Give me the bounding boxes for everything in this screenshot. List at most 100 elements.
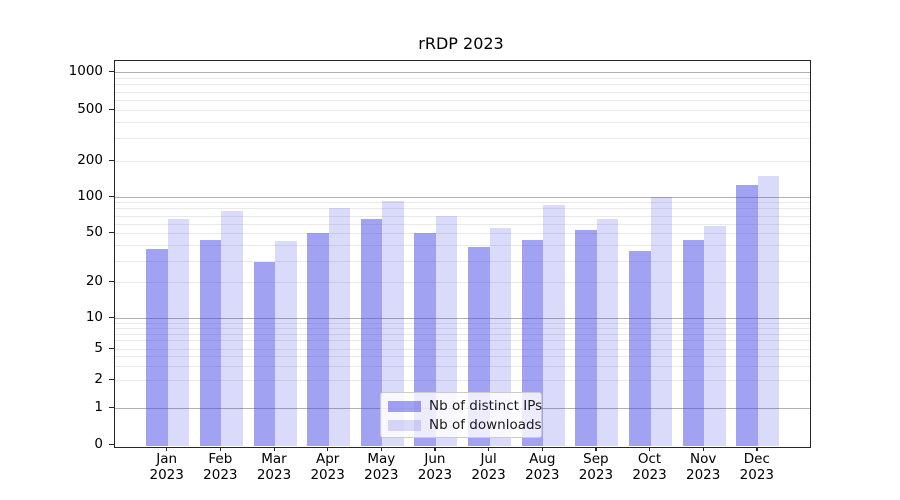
bar-jun-nb-of-downloads [435,215,458,447]
y-tick-mark-1 [109,407,114,409]
gridline-minor-9 [114,322,810,324]
gridline-minor-2 [114,380,810,381]
gridline-minor-700 [114,91,810,93]
x-tick-label-mar: Mar 2023 [256,451,292,483]
x-tick-mark-apr [327,446,329,451]
y-tick-label-500: 500 [77,101,103,117]
x-tick-mark-dec [756,446,758,451]
legend-label-nb-of-distinct-ips: Nb of distinct IPs [429,397,543,414]
y-tick-label-5: 5 [94,339,103,356]
y-tick-mark-500 [109,109,114,111]
x-tick-mark-oct [649,446,651,451]
x-tick-mark-aug [541,446,543,451]
x-tick-mark-jun [434,446,436,451]
legend-swatch-nb-of-downloads [388,419,421,431]
gridline-minor-5 [114,348,810,350]
gridline-minor-200 [114,160,810,162]
gridline-minor-800 [114,84,810,86]
y-tick-mark-200 [109,159,114,161]
y-tick-mark-20 [109,281,114,283]
bar-nov-nb-of-downloads [704,226,726,447]
x-tick-mark-jan [166,446,168,451]
y-tick-label-1: 1 [94,399,103,415]
y-tick-label-1000: 1000 [68,63,103,79]
bar-oct-nb-of-downloads [650,196,673,447]
y-tick-label-50: 50 [85,224,103,241]
gridline-major-10 [114,318,810,319]
bar-nov-nb-of-distinct-ips [682,240,705,447]
gridline-minor-400 [114,122,810,124]
bar-sep-nb-of-downloads [596,219,619,447]
bar-dec-nb-of-distinct-ips [736,185,758,447]
gridline-minor-20 [114,282,810,284]
y-tick-mark-100 [109,195,114,197]
y-tick-mark-2 [109,379,114,381]
gridline-minor-90 [114,202,810,204]
gridline-minor-6 [114,340,810,342]
x-tick-label-jun: Jun 2023 [417,451,453,483]
bar-apr-nb-of-downloads [328,208,351,447]
legend-item-nb-of-distinct-ips: Nb of distinct IPs [388,397,542,416]
gridline-minor-30 [114,260,810,262]
y-tick-mark-1000 [109,71,114,73]
bar-may-nb-of-distinct-ips [360,219,383,447]
y-tick-label-200: 200 [77,151,103,168]
gridline-minor-40 [114,245,810,247]
bar-oct-nb-of-distinct-ips [629,250,651,447]
y-tick-label-100: 100 [77,187,103,204]
gridline-minor-3 [114,366,810,368]
y-tick-label-0: 0 [94,436,103,452]
y-tick-label-2: 2 [94,371,103,387]
legend-swatch-nb-of-distinct-ips [388,400,421,412]
gridline-minor-500 [114,110,810,111]
y-tick-label-10: 10 [85,309,103,325]
x-tick-mark-nov [702,446,704,451]
y-tick-mark-5 [109,347,114,349]
bar-mar-nb-of-distinct-ips [253,262,275,447]
y-tick-label-20: 20 [85,273,103,290]
bar-jan-nb-of-distinct-ips [146,249,168,447]
bar-sep-nb-of-distinct-ips [575,230,597,447]
x-tick-mark-may [380,446,382,451]
gridline-minor-50 [114,233,810,235]
bar-feb-nb-of-distinct-ips [199,240,222,447]
gridline-minor-70 [114,215,810,217]
bar-may-nb-of-downloads [382,201,404,447]
gridline-major-1000 [114,72,810,73]
gridline-minor-4 [114,356,810,358]
gridline-minor-7 [114,333,810,335]
x-tick-label-jul: Jul 2023 [471,451,506,483]
x-tick-mark-mar [273,446,275,451]
bar-aug-nb-of-downloads [543,205,565,447]
x-tick-label-oct: Oct 2023 [632,451,667,483]
bar-mar-nb-of-downloads [275,241,297,447]
x-tick-mark-jul [488,446,490,451]
bar-dec-nb-of-downloads [757,175,780,447]
chart-title: rRDP 2023 [418,34,504,53]
bar-jan-nb-of-downloads [167,219,190,447]
legend: Nb of distinct IPs Nb of downloads [380,391,542,438]
x-tick-mark-sep [595,446,597,451]
x-tick-label-aug: Aug 2023 [525,451,560,483]
gridline-minor-600 [114,100,810,101]
gridline-minor-80 [114,208,810,210]
plot-area [113,59,811,448]
legend-label-nb-of-downloads: Nb of downloads [429,416,542,433]
y-tick-mark-50 [109,232,114,234]
x-tick-label-apr: Apr 2023 [310,451,345,483]
x-tick-label-dec: Dec 2023 [739,451,775,483]
x-tick-mark-feb [219,446,222,451]
gridline-minor-60 [114,223,810,225]
x-tick-label-nov: Nov 2023 [686,451,721,483]
gridline-minor-8 [114,327,810,329]
x-tick-label-feb: Feb 2023 [203,451,238,483]
x-tick-label-jan: Jan 2023 [149,451,184,483]
y-tick-mark-10 [109,317,114,319]
x-tick-label-sep: Sep 2023 [578,451,614,483]
legend-item-nb-of-downloads: Nb of downloads [388,416,542,435]
y-tick-mark-0 [109,444,114,446]
bar-feb-nb-of-downloads [221,210,243,447]
gridline-minor-900 [114,77,810,79]
bar-apr-nb-of-distinct-ips [307,233,329,447]
